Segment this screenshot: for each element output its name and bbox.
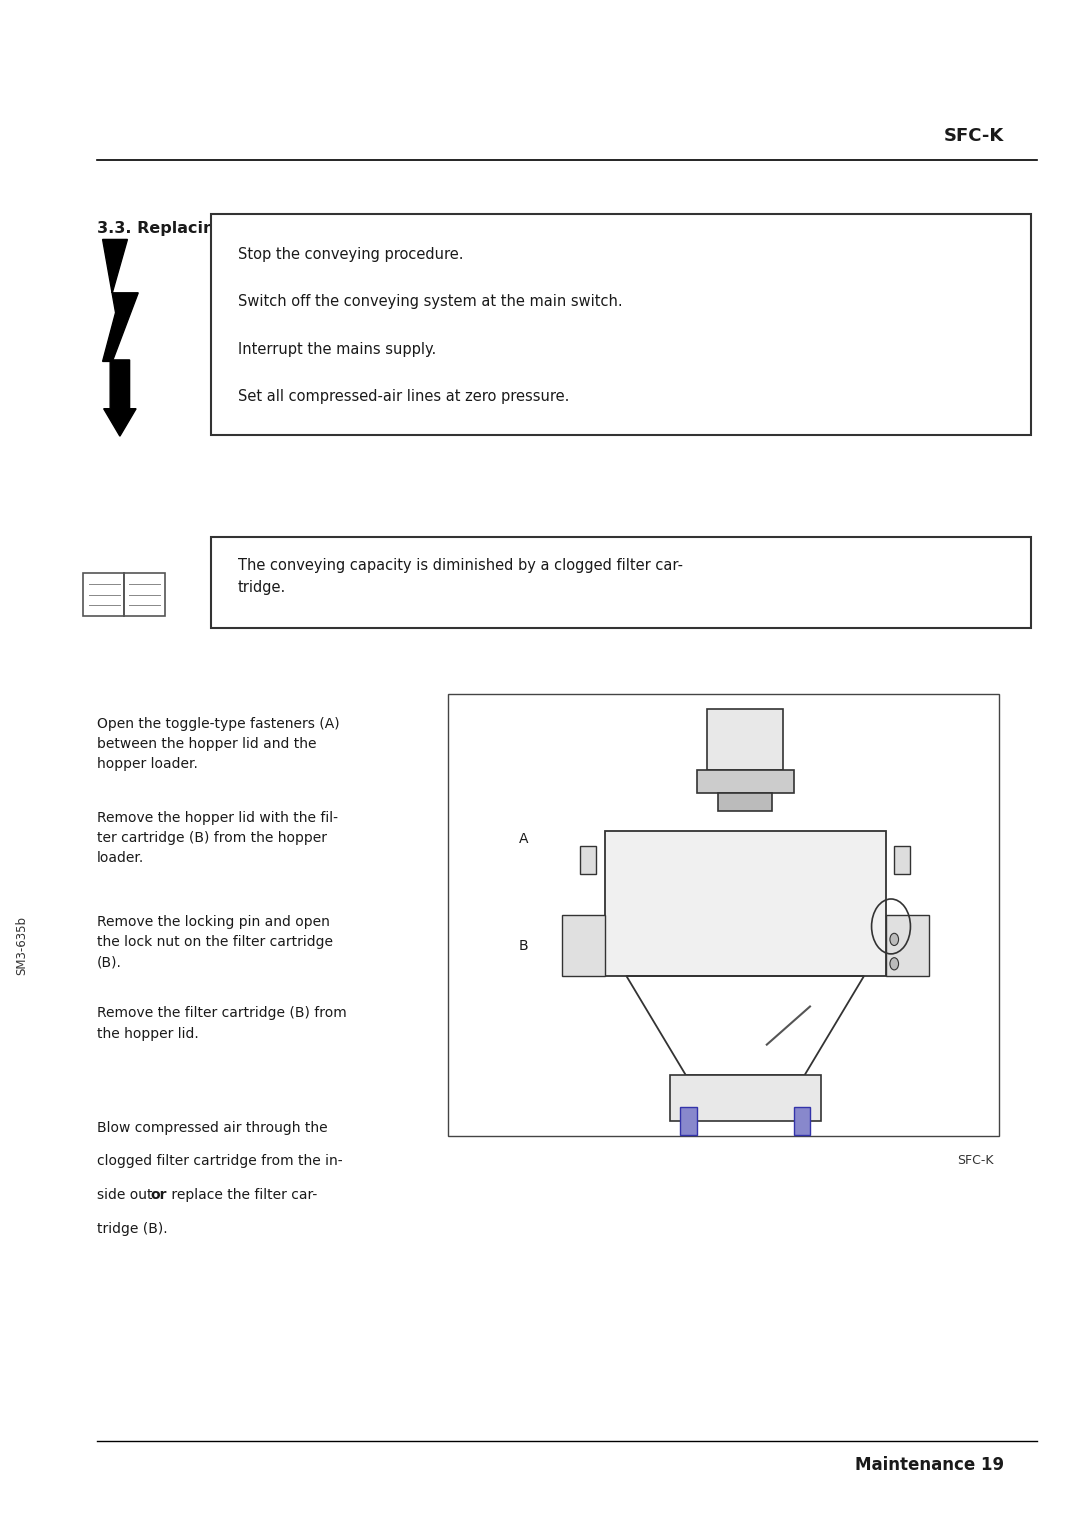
Text: B: B bbox=[518, 938, 528, 953]
FancyBboxPatch shape bbox=[794, 1107, 810, 1135]
FancyBboxPatch shape bbox=[886, 915, 929, 976]
Text: Remove the hopper lid with the fil-
ter cartridge (B) from the hopper
loader.: Remove the hopper lid with the fil- ter … bbox=[97, 811, 338, 865]
Text: SFC-K: SFC-K bbox=[944, 127, 1004, 145]
Text: Set all compressed-air lines at zero pressure.: Set all compressed-air lines at zero pre… bbox=[238, 389, 569, 404]
Text: side out: side out bbox=[97, 1188, 157, 1202]
FancyBboxPatch shape bbox=[448, 694, 999, 1136]
FancyBboxPatch shape bbox=[211, 537, 1031, 628]
FancyBboxPatch shape bbox=[894, 846, 910, 874]
Text: or: or bbox=[151, 1188, 167, 1202]
FancyBboxPatch shape bbox=[211, 214, 1031, 435]
Text: Blow compressed air through the: Blow compressed air through the bbox=[97, 1121, 328, 1135]
Text: The conveying capacity is diminished by a clogged filter car-
tridge.: The conveying capacity is diminished by … bbox=[238, 558, 683, 595]
FancyBboxPatch shape bbox=[670, 1075, 821, 1121]
Polygon shape bbox=[103, 239, 138, 361]
Text: replace the filter car-: replace the filter car- bbox=[166, 1188, 318, 1202]
Circle shape bbox=[890, 958, 899, 970]
FancyBboxPatch shape bbox=[680, 1107, 697, 1135]
Text: Remove the filter cartridge (B) from
the hopper lid.: Remove the filter cartridge (B) from the… bbox=[97, 1006, 347, 1040]
Text: A: A bbox=[518, 831, 528, 846]
Text: tridge (B).: tridge (B). bbox=[97, 1222, 167, 1235]
FancyBboxPatch shape bbox=[605, 831, 886, 976]
Circle shape bbox=[890, 933, 899, 946]
FancyBboxPatch shape bbox=[562, 915, 605, 976]
FancyBboxPatch shape bbox=[718, 793, 772, 811]
FancyBboxPatch shape bbox=[697, 770, 794, 793]
Text: Open the toggle-type fasteners (A)
between the hopper lid and the
hopper loader.: Open the toggle-type fasteners (A) betwe… bbox=[97, 717, 340, 770]
Text: Stop the conveying procedure.: Stop the conveying procedure. bbox=[238, 247, 463, 262]
Text: Interrupt the mains supply.: Interrupt the mains supply. bbox=[238, 342, 436, 357]
FancyBboxPatch shape bbox=[124, 573, 165, 616]
Text: Remove the locking pin and open
the lock nut on the filter cartridge
(B).: Remove the locking pin and open the lock… bbox=[97, 915, 334, 968]
FancyBboxPatch shape bbox=[580, 846, 596, 874]
FancyBboxPatch shape bbox=[707, 709, 783, 770]
FancyBboxPatch shape bbox=[83, 573, 124, 616]
Text: Maintenance 19: Maintenance 19 bbox=[855, 1456, 1004, 1475]
Text: SM3-635b: SM3-635b bbox=[15, 917, 28, 974]
Text: Switch off the conveying system at the main switch.: Switch off the conveying system at the m… bbox=[238, 294, 622, 310]
Text: SFC-K: SFC-K bbox=[957, 1154, 994, 1168]
FancyArrow shape bbox=[104, 360, 136, 436]
Text: clogged filter cartridge from the in-: clogged filter cartridge from the in- bbox=[97, 1154, 342, 1168]
Text: 3.3. Replacing/cleaning the filter cartridge in the hopper loader: 3.3. Replacing/cleaning the filter cartr… bbox=[97, 221, 675, 236]
